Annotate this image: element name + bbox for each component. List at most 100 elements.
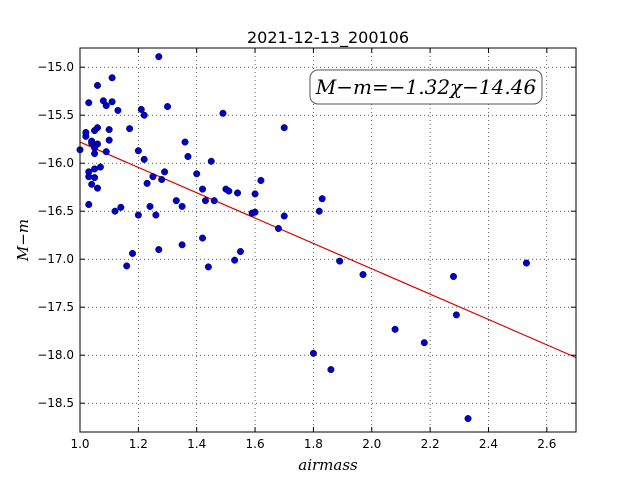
data-points [76,53,530,423]
data-point [91,165,99,173]
data-point [274,224,282,232]
x-tick-label: 2.2 [421,437,440,451]
data-point [143,179,151,187]
data-point [280,124,288,132]
data-point [207,157,215,165]
data-point [152,211,160,219]
grid [79,48,576,432]
data-point [102,148,110,156]
y-tick-label: −16.0 [37,156,74,170]
plot-frame [79,47,577,433]
data-point [140,111,148,119]
data-point [219,109,227,117]
y-tick-label: −18.5 [37,396,74,410]
data-point [234,189,242,197]
data-point [257,176,265,184]
data-point [178,241,186,249]
data-point [336,257,344,265]
data-point [129,249,137,257]
data-point [82,128,90,136]
data-point [158,176,166,184]
data-point [94,184,102,192]
y-tick-label: −17.0 [37,252,74,266]
data-point [140,155,148,163]
data-point [359,271,367,279]
data-point [94,140,102,148]
y-tick-label: −15.0 [37,60,74,74]
data-point [449,272,457,280]
data-point [193,170,201,178]
data-point [123,262,131,270]
x-tick-label: 1.4 [187,437,206,451]
data-point [102,102,110,110]
data-point [231,256,239,264]
annotation-text: M−m=−1.32χ−14.46 [315,75,537,99]
data-point [137,105,145,113]
y-tick-label: −17.5 [37,300,74,314]
data-point [94,124,102,132]
data-point [85,200,93,208]
data-point [318,195,326,203]
data-point [452,311,460,319]
data-point [117,203,125,211]
data-point [134,211,142,219]
data-point [161,168,169,176]
data-point [91,150,99,158]
ticks: 1.0 1.2 1.4 1.6 1.8 2.0 2.2 2.4 2.6 −15.0 −15.5 −16… [37,48,576,451]
data-point [96,163,104,171]
data-point [134,147,142,155]
data-point [464,415,472,423]
data-point [199,234,207,242]
data-point [251,208,259,216]
data-point [210,197,218,205]
x-tick-label: 2.0 [362,437,381,451]
data-point [149,173,157,181]
data-point [225,187,233,195]
data-point [204,263,212,271]
data-point [201,197,209,205]
data-point [108,74,116,82]
data-point [178,202,186,210]
data-point [420,339,428,347]
data-point [146,202,154,210]
data-point [85,99,93,107]
x-axis-label: airmass [298,456,358,474]
data-point [94,81,102,89]
data-point [309,349,317,357]
data-point [155,246,163,254]
data-point [108,98,116,106]
data-point [88,180,96,188]
data-point [184,152,192,160]
annotation-box [309,69,543,105]
data-point [522,259,530,267]
data-point [251,190,259,198]
x-tick-label: 1.8 [304,437,323,451]
data-point [105,126,113,134]
data-point [315,207,323,215]
data-point [327,366,335,374]
data-point [91,174,99,182]
data-point [181,138,189,146]
data-point [105,136,113,144]
y-tick-label: −18.0 [37,348,74,362]
x-tick-label: 2.4 [479,437,498,451]
x-tick-label: 1.6 [246,437,265,451]
data-point [111,207,119,215]
data-point [164,103,172,111]
chart-title: 2021-12-13_200106 [247,28,409,48]
data-point [199,185,207,193]
data-point [85,173,93,181]
fit-annotation: M−m=−1.32χ−14.46 [309,69,543,105]
data-point [172,197,180,205]
y-tick-label: −15.5 [37,108,74,122]
y-axis-label: M−m [14,219,32,262]
data-point [391,325,399,333]
data-point [236,248,244,256]
data-point [155,53,163,61]
data-point [114,106,122,114]
y-tick-label: −16.5 [37,204,74,218]
x-tick-label: 2.6 [537,437,556,451]
x-tick-label: 1.0 [70,437,89,451]
data-point [126,125,134,133]
